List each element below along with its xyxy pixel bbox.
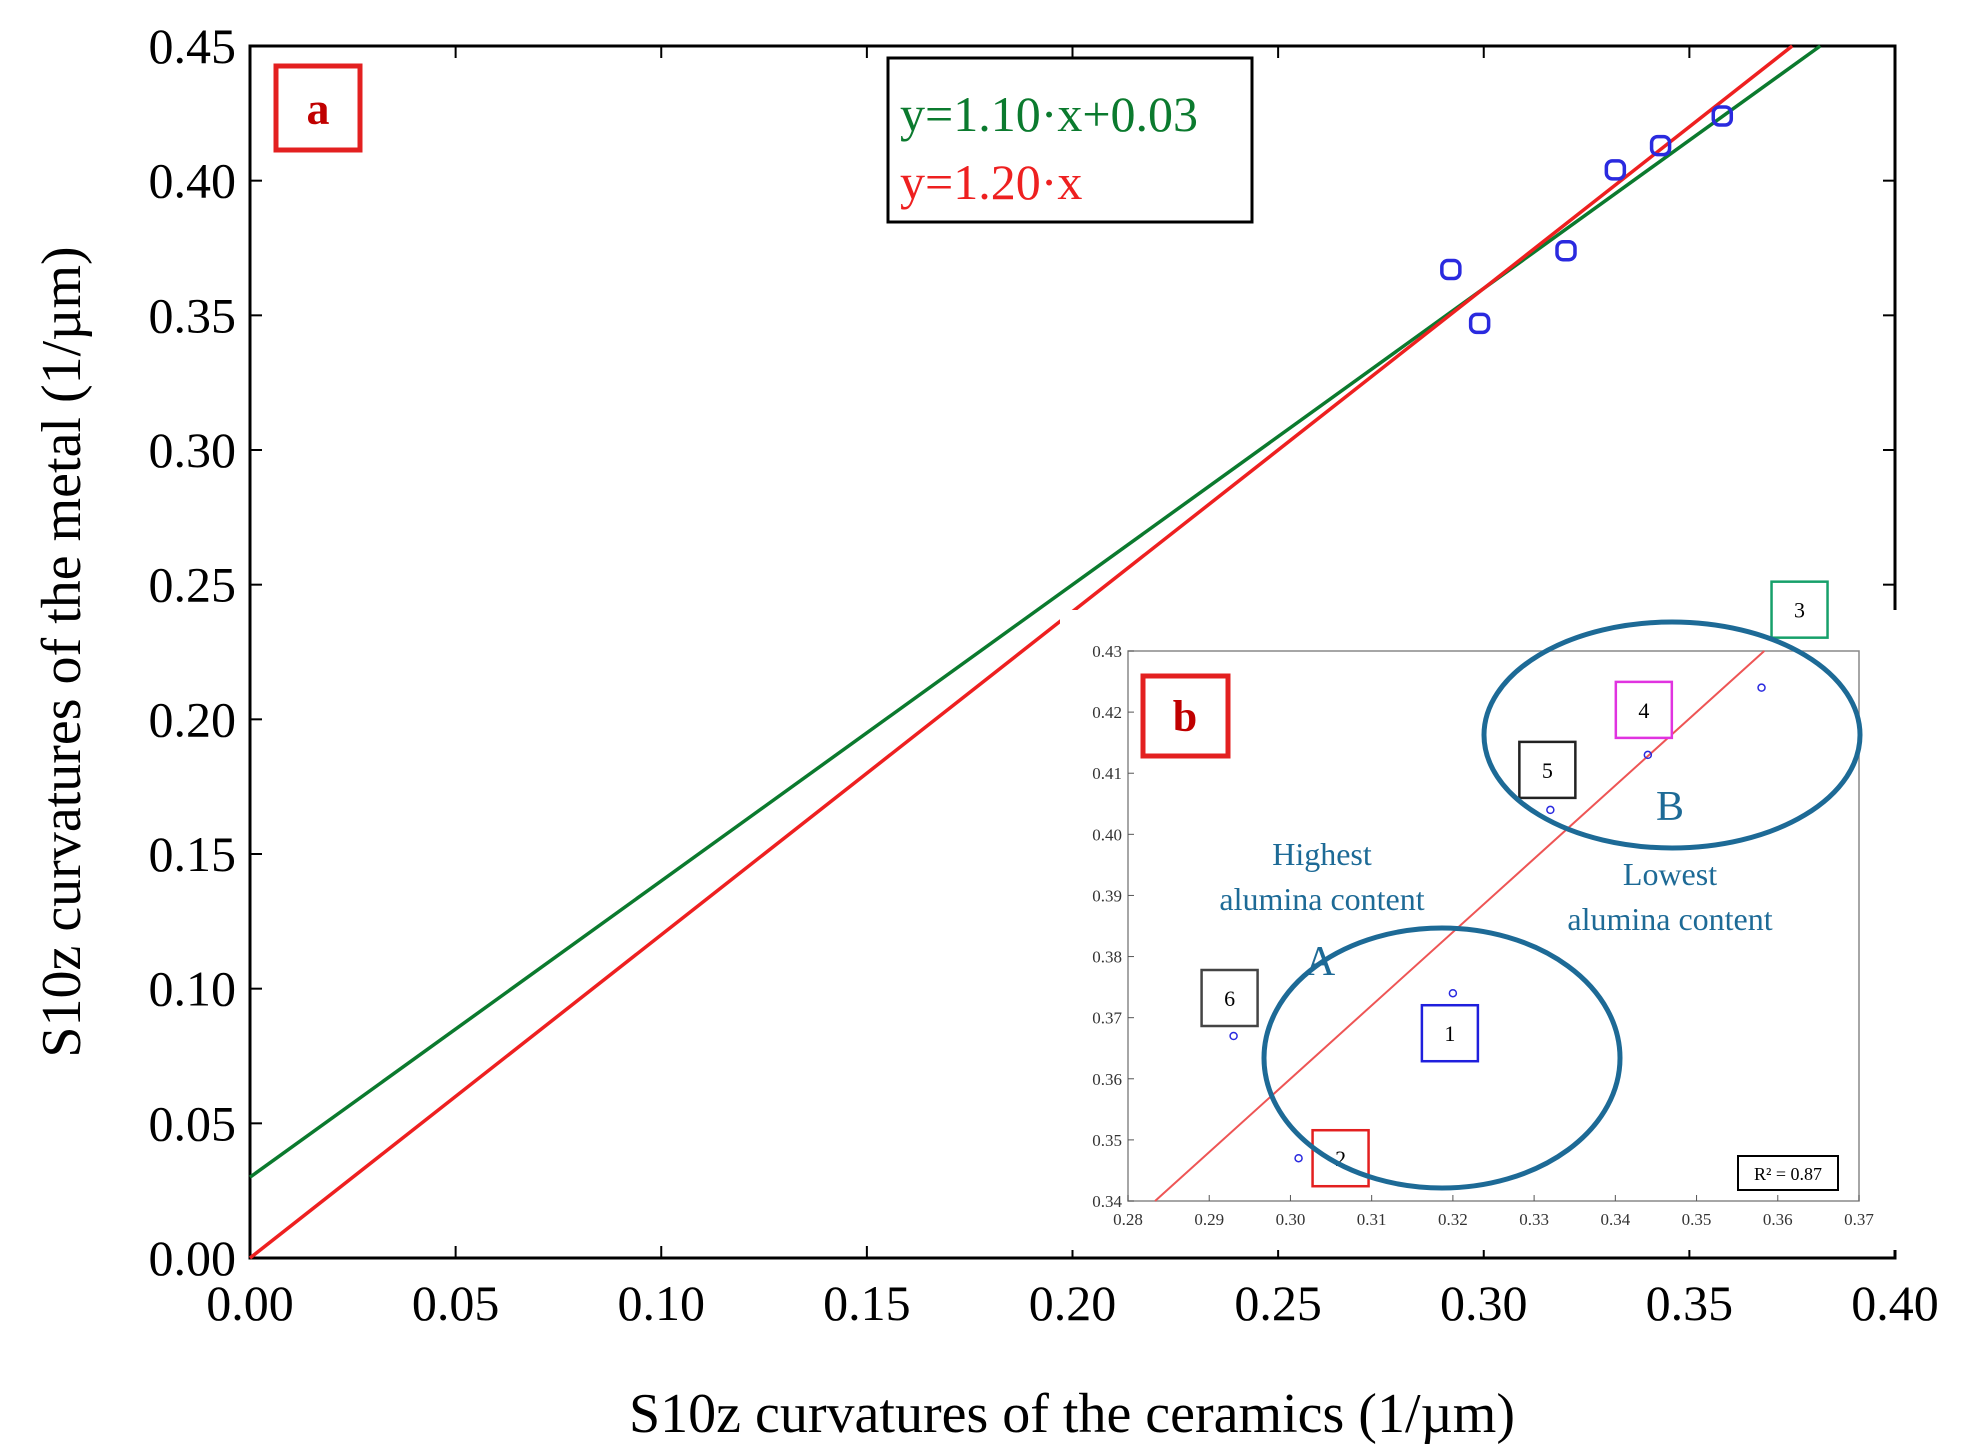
inset-y-tick-label: 0.39	[1092, 886, 1122, 905]
inset-data-point	[1448, 988, 1458, 998]
panel-a-label: a	[307, 83, 330, 134]
data-points	[1440, 105, 1734, 335]
x-tick-label: 0.15	[823, 1275, 911, 1331]
inset-fit-line	[1154, 650, 1765, 1202]
main-ticks: 0.00 0.05 0.10 0.15 0.20 0.25 0.30 0.35 0.40 0.00…	[149, 18, 1939, 1331]
inset-x-tick-label: 0.36	[1763, 1210, 1793, 1229]
point-3-label: 3	[1794, 598, 1805, 623]
y-tick-label: 0.25	[149, 557, 237, 613]
inset-ticks: 0.28 0.29 0.30 0.31 0.32 0.33 0.34 0.35 0.36 0.37…	[1092, 642, 1874, 1229]
inset-y-tick-label: 0.35	[1092, 1131, 1122, 1150]
inset-x-tick-label: 0.32	[1438, 1210, 1468, 1229]
y-tick-label: 0.40	[149, 153, 237, 209]
inset-points: 1 2 3 4 5 6	[1200, 580, 1829, 1188]
group-b-ellipse	[1481, 619, 1863, 851]
y-tick-label: 0.45	[149, 18, 237, 74]
point-1-box	[1420, 1003, 1480, 1063]
inset-data-point	[1546, 805, 1555, 815]
inset-y-tick-label: 0.43	[1092, 642, 1122, 661]
x-tick-label: 0.25	[1234, 1275, 1322, 1331]
data-point	[1468, 312, 1491, 335]
inset-x-tick-label: 0.31	[1357, 1210, 1387, 1229]
y-tick-label: 0.30	[149, 422, 237, 478]
y-tick-label: 0.05	[149, 1095, 237, 1151]
y-axis-label: S10z curvatures of the metal (1/µm)	[31, 246, 93, 1057]
y-tick-label: 0.15	[149, 826, 237, 882]
inset-y-tick-label: 0.40	[1092, 825, 1122, 844]
group-a-label-line1: Highest	[1272, 836, 1372, 872]
group-b-label-line2: alumina content	[1567, 901, 1772, 937]
data-point	[1604, 159, 1627, 181]
point-5-label: 5	[1542, 758, 1553, 783]
point-2-box	[1311, 1128, 1370, 1188]
inset-x-tick-label: 0.37	[1844, 1210, 1874, 1229]
point-5-box	[1518, 740, 1577, 800]
inset-data-point	[1294, 1153, 1303, 1163]
r2-box	[1737, 1155, 1839, 1191]
inset-x-tick-label: 0.29	[1194, 1210, 1224, 1229]
point-4-box	[1614, 680, 1674, 740]
group-b-letter: B	[1656, 784, 1684, 830]
panel-a-box	[273, 63, 363, 153]
x-tick-label: 0.10	[618, 1275, 706, 1331]
group-a-label-line2: alumina content	[1219, 881, 1424, 917]
legend-equation-red: y=1.20·x	[900, 154, 1082, 210]
inset-chart: 0.28 0.29 0.30 0.31 0.32 0.33 0.34 0.35 0.36 0.37…	[1060, 580, 1905, 1250]
inset-x-tick-label: 0.34	[1600, 1210, 1630, 1229]
x-tick-label: 0.00	[206, 1275, 294, 1331]
x-axis-label: S10z curvatures of the ceramics (1/µm)	[629, 1383, 1515, 1445]
group-a-ellipse	[1261, 925, 1623, 1191]
inset-x-tick-label: 0.28	[1113, 1210, 1143, 1229]
point-1-label: 1	[1444, 1021, 1455, 1046]
inset-plot-area	[1127, 650, 1860, 1202]
r2-label: R² = 0.87	[1754, 1164, 1822, 1184]
point-2-label: 2	[1335, 1146, 1346, 1171]
fit-line-green	[248, 44, 1822, 1179]
point-3-box	[1770, 580, 1829, 639]
point-6-label: 6	[1224, 986, 1235, 1011]
inset-data-point	[1757, 683, 1766, 692]
inset-y-tick-label: 0.42	[1092, 703, 1122, 722]
legend-box	[886, 56, 1254, 224]
y-tick-label: 0.20	[149, 691, 237, 747]
inset-y-tick-label: 0.38	[1092, 948, 1122, 967]
panel-b-box	[1140, 673, 1231, 759]
x-tick-label: 0.20	[1029, 1275, 1117, 1331]
data-point	[1440, 258, 1462, 281]
y-tick-label: 0.00	[149, 1230, 237, 1286]
inset-fit-line	[1154, 650, 1765, 1202]
legend-equation-green: y=1.10·x+0.03	[900, 86, 1198, 142]
fit-line-red	[248, 44, 1794, 1260]
inset-data-point	[1229, 1031, 1238, 1041]
x-tick-label: 0.40	[1851, 1275, 1939, 1331]
point-4-label: 4	[1638, 698, 1649, 723]
inset-y-tick-label: 0.37	[1092, 1009, 1122, 1028]
inset-x-tick-label: 0.35	[1682, 1210, 1712, 1229]
inset-data-point	[1643, 750, 1653, 760]
inset-x-tick-label: 0.33	[1519, 1210, 1549, 1229]
data-point	[1649, 134, 1672, 157]
inset-x-tick-label: 0.30	[1276, 1210, 1306, 1229]
group-b-label-line1: Lowest	[1623, 856, 1717, 892]
panel-b-label: b	[1173, 692, 1197, 741]
y-tick-label: 0.10	[149, 961, 237, 1017]
group-a-letter: A	[1305, 939, 1336, 985]
inset-y-tick-label: 0.36	[1092, 1070, 1122, 1089]
x-tick-label: 0.35	[1646, 1275, 1734, 1331]
fit-lines	[248, 44, 1822, 1260]
legend: y=1.10·x+0.03 y=1.20·x	[886, 56, 1254, 224]
data-point	[1711, 105, 1734, 127]
x-tick-label: 0.30	[1440, 1275, 1528, 1331]
data-point	[1555, 239, 1577, 262]
point-6-box	[1200, 968, 1259, 1028]
y-tick-label: 0.35	[149, 287, 237, 343]
inset-y-tick-label: 0.34	[1092, 1192, 1122, 1211]
inset-y-tick-label: 0.41	[1092, 764, 1122, 783]
x-tick-label: 0.05	[412, 1275, 500, 1331]
